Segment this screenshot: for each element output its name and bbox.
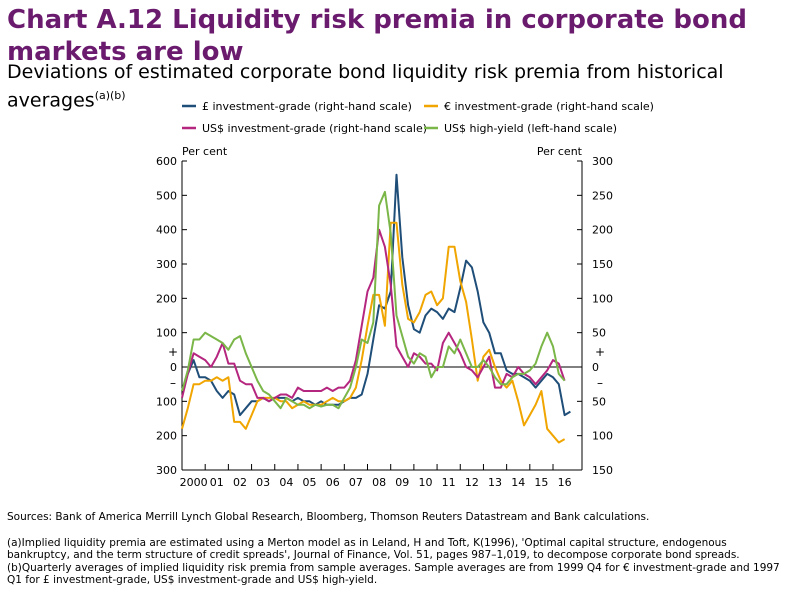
legend-label: US$ investment-grade (right-hand scale) xyxy=(202,122,427,135)
left-axis-unit: Per cent xyxy=(182,145,228,158)
right-tick-label: 150 xyxy=(592,258,613,271)
left-tick-label: 300 xyxy=(156,464,177,477)
series-line xyxy=(181,173,571,417)
right-tick-label: 150 xyxy=(592,464,613,477)
left-tick-label: 400 xyxy=(156,224,177,237)
left-tick-label: 100 xyxy=(156,395,177,408)
subtitle-text: Deviations of estimated corporate bond l… xyxy=(7,61,724,112)
x-tick-label: 12 xyxy=(465,476,479,489)
left-tick-label: 200 xyxy=(156,292,177,305)
x-tick-label: 04 xyxy=(279,476,293,489)
x-tick-label: 16 xyxy=(558,476,572,489)
left-tick-label: 200 xyxy=(156,430,177,443)
right-tick-label: 250 xyxy=(592,189,613,202)
right-tick-label: 300 xyxy=(592,155,613,168)
right-tick-label: 200 xyxy=(592,224,613,237)
legend-label: £ investment-grade (right-hand scale) xyxy=(202,100,412,113)
right-tick-label: 100 xyxy=(592,430,613,443)
left-tick-label: 300 xyxy=(156,258,177,271)
chart-number: Chart A.12 xyxy=(7,5,164,35)
chart-title-text: Liquidity risk premia in corporate bond … xyxy=(7,5,747,67)
x-tick-label: 10 xyxy=(418,476,432,489)
x-tick-label: 13 xyxy=(488,476,502,489)
series-line xyxy=(181,190,566,410)
x-tick-label: 2000 xyxy=(180,476,208,489)
chart-notes: Sources: Bank of America Merrill Lynch G… xyxy=(7,511,793,587)
chart-title: Chart A.12 Liquidity risk premia in corp… xyxy=(7,4,787,68)
x-tick-label: 15 xyxy=(534,476,548,489)
left-tick-label: 100 xyxy=(156,327,177,340)
right-tick-label: 50 xyxy=(592,327,606,340)
left-tick-label: 0 xyxy=(170,361,177,374)
chart-svg: Per cent Per cent600500400300200100010020… xyxy=(156,100,654,489)
sources-note: Sources: Bank of America Merrill Lynch G… xyxy=(7,511,650,523)
right-axis-unit: Per cent xyxy=(537,145,583,158)
footnote-a: (a)Implied liquidity premia are estimate… xyxy=(7,536,740,562)
left-tick-label: 600 xyxy=(156,155,177,168)
legend-label: € investment-grade (right-hand scale) xyxy=(444,100,654,113)
footnote-b: (b)Quarterly averages of implied liquidi… xyxy=(7,561,780,587)
x-tick-label: 07 xyxy=(349,476,363,489)
legend-label: US$ high-yield (left-hand scale) xyxy=(444,122,617,135)
right-minus-sign: – xyxy=(597,376,603,390)
right-tick-label: 100 xyxy=(592,292,613,305)
x-tick-label: 02 xyxy=(233,476,247,489)
series-line xyxy=(181,228,566,403)
x-tick-label: 09 xyxy=(395,476,409,489)
right-plus-sign: + xyxy=(595,345,605,359)
series-line xyxy=(181,221,566,444)
subtitle-footnote-marker: (a)(b) xyxy=(94,89,126,102)
x-tick-label: 08 xyxy=(372,476,386,489)
right-tick-label: 0 xyxy=(592,361,599,374)
x-tick-label: 11 xyxy=(442,476,456,489)
left-plus-sign: + xyxy=(168,345,178,359)
left-minus-sign: – xyxy=(170,376,176,390)
x-tick-label: 05 xyxy=(303,476,317,489)
chart-subtitle: Deviations of estimated corporate bond l… xyxy=(7,60,787,112)
x-tick-label: 06 xyxy=(326,476,340,489)
x-tick-label: 03 xyxy=(256,476,270,489)
right-tick-label: 50 xyxy=(592,395,606,408)
x-tick-label: 14 xyxy=(511,476,525,489)
left-tick-label: 500 xyxy=(156,189,177,202)
x-tick-label: 01 xyxy=(210,476,224,489)
